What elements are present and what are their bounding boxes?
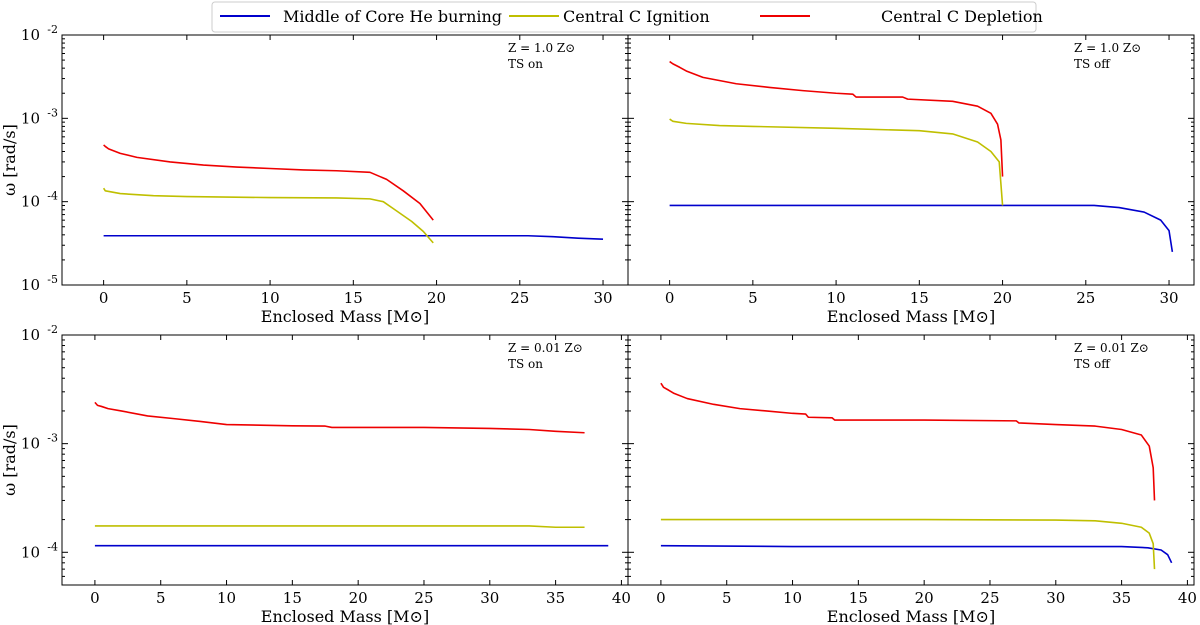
x-tick-label: 20 — [915, 589, 934, 607]
x-tick-label: 10 — [217, 589, 236, 607]
y-tick-label-exponent: -4 — [47, 190, 58, 203]
x-axis-label: Enclosed Mass [M⊙] — [261, 607, 429, 625]
y-tick-label-exponent: -5 — [47, 273, 58, 286]
axes-frame — [627, 34, 1195, 286]
series-line-central-c-depletion — [94, 401, 585, 434]
series-line-middle-of-core-he-burning — [103, 234, 604, 240]
x-tick-label: 10 — [827, 289, 846, 307]
x-tick-label: 15 — [344, 289, 363, 307]
annotation-ts: TS off — [1074, 57, 1111, 71]
x-tick-label: 25 — [414, 589, 433, 607]
panel-top-right: 0 5 10 15 20 25 30 Enclosed Mass [M⊙] Z = 1.0 Z⊙… — [627, 34, 1195, 326]
annotation-metallicity: Z = 1.0 Z⊙ — [1074, 41, 1141, 55]
series-line-central-c-depletion — [660, 382, 1156, 501]
y-tick-label: 10 — [21, 435, 40, 453]
y-tick-label: 10 — [21, 109, 40, 127]
x-tick-label: 35 — [1112, 589, 1131, 607]
x-tick-label: 30 — [1159, 289, 1178, 307]
series-line-central-c-ignition — [660, 518, 1156, 570]
x-tick-label: 10 — [783, 589, 802, 607]
y-tick-label: 10 — [21, 276, 40, 294]
x-tick-label: 15 — [283, 589, 302, 607]
x-tick-label: 35 — [546, 589, 565, 607]
x-tick-label: 30 — [593, 289, 612, 307]
x-axis-label: Enclosed Mass [M⊙] — [827, 607, 995, 625]
x-tick-label: 25 — [510, 289, 529, 307]
x-tick-label: 5 — [156, 589, 166, 607]
y-tick-label: 10 — [21, 326, 40, 344]
series-line-central-c-ignition — [102, 187, 434, 244]
y-axis-label: ω [rad/s] — [0, 124, 19, 196]
annotation-ts: TS on — [508, 357, 543, 371]
x-tick-label: 5 — [182, 289, 192, 307]
y-axis-label: ω [rad/s] — [0, 424, 19, 496]
y-tick-label-exponent: -4 — [47, 540, 58, 553]
annotation-ts: TS off — [1074, 357, 1111, 371]
x-tick-label: 40 — [1178, 589, 1197, 607]
legend-label-c-ignition: Central C Ignition — [563, 7, 710, 26]
x-tick-label: 15 — [910, 289, 929, 307]
x-tick-label: 20 — [427, 289, 446, 307]
x-tick-label: 0 — [665, 289, 675, 307]
series-line-central-c-depletion — [669, 60, 1004, 177]
x-tick-label: 30 — [480, 589, 499, 607]
x-tick-label: 5 — [722, 589, 732, 607]
series-line-middle-of-core-he-burning — [660, 544, 1173, 564]
x-tick-label: 20 — [993, 289, 1012, 307]
legend-box — [211, 1, 1037, 33]
legend: Middle of Core He burning Central C Igni… — [211, 1, 1043, 33]
annotation-ts: TS on — [508, 57, 543, 71]
panel-bottom-left: 0 5 10 15 20 25 30 35 40 10 -4 10 -3 10 -2 Enclosed Mas… — [0, 323, 631, 625]
x-tick-label: 25 — [980, 589, 999, 607]
annotation-metallicity: Z = 0.01 Z⊙ — [508, 341, 583, 355]
y-tick-label-exponent: -2 — [47, 23, 58, 36]
x-tick-label: 25 — [1076, 289, 1095, 307]
y-tick-label-exponent: -3 — [47, 432, 58, 445]
legend-label-c-depletion: Central C Depletion — [881, 7, 1043, 26]
series-line-middle-of-core-he-burning — [669, 204, 1174, 252]
x-tick-label: 30 — [1046, 589, 1065, 607]
series-line-central-c-ignition — [94, 525, 585, 529]
x-axis-label: Enclosed Mass [M⊙] — [261, 307, 429, 326]
x-tick-label: 0 — [90, 589, 100, 607]
series-line-central-c-ignition — [669, 118, 1004, 206]
axes-frame — [61, 334, 629, 586]
x-tick-label: 40 — [612, 589, 631, 607]
panel-top-left: 0 5 10 15 20 25 30 10 -5 10 -4 10 -3 10 -2 Enclosed Mas… — [0, 23, 629, 326]
x-tick-label: 10 — [261, 289, 280, 307]
x-axis-label: Enclosed Mass [M⊙] — [827, 307, 995, 326]
annotation-metallicity: Z = 0.01 Z⊙ — [1074, 341, 1149, 355]
x-tick-label: 5 — [748, 289, 758, 307]
series-line-central-c-depletion — [103, 144, 434, 221]
panels: 0 5 10 15 20 25 30 10 -5 10 -4 10 -3 10 -2 Enclosed Mas… — [0, 23, 1197, 625]
y-tick-label: 10 — [21, 26, 40, 44]
x-tick-label: 0 — [99, 289, 109, 307]
annotation-metallicity: Z = 1.0 Z⊙ — [508, 41, 575, 55]
x-tick-label: 20 — [349, 589, 368, 607]
y-tick-label: 10 — [21, 543, 40, 561]
y-tick-label: 10 — [21, 193, 40, 211]
x-tick-label: 15 — [849, 589, 868, 607]
axes-frame — [627, 334, 1195, 586]
legend-label-he: Middle of Core He burning — [283, 7, 502, 26]
y-tick-label-exponent: -2 — [47, 323, 58, 336]
x-tick-label: 0 — [656, 589, 666, 607]
panel-bottom-right: 0 5 10 15 20 25 30 35 40 Enclosed Mass [M⊙] Z = 0.… — [627, 334, 1197, 625]
axes-frame — [61, 34, 629, 286]
y-tick-label-exponent: -3 — [47, 106, 58, 119]
